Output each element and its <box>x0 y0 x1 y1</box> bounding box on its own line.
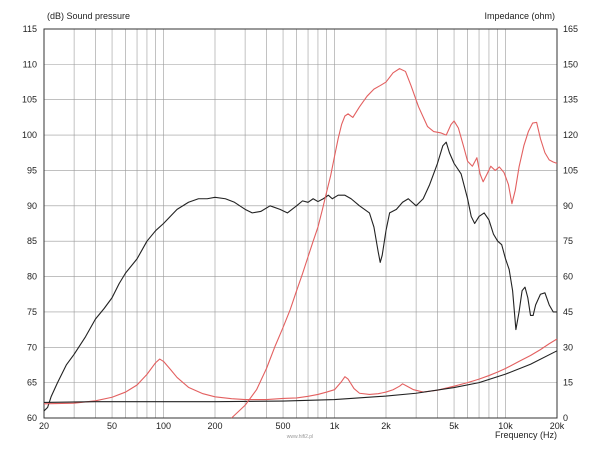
right-tick-label: 75 <box>563 236 573 246</box>
right-tick-label: 135 <box>563 95 578 105</box>
x-axis-title: Frequency (Hz) <box>495 430 557 440</box>
right-tick-label: 45 <box>563 307 573 317</box>
x-tick-label: 200 <box>207 421 222 431</box>
plot-frame <box>43 28 558 419</box>
grid-lines <box>44 29 557 418</box>
left-tick-label: 65 <box>27 378 37 388</box>
x-tick-label: 50 <box>107 421 117 431</box>
right-axis-ticks: 0 15 30 45 60 75 90 105 120 135 150 165 <box>563 24 578 423</box>
x-tick-label: 5k <box>449 421 459 431</box>
watermark: www.hifi2.pl <box>287 434 313 440</box>
left-tick-label: 75 <box>27 307 37 317</box>
series-line-1 <box>43 141 557 412</box>
right-tick-label: 0 <box>563 413 568 423</box>
right-tick-label: 15 <box>563 378 573 388</box>
series-line-4 <box>231 68 558 419</box>
right-tick-label: 120 <box>563 130 578 140</box>
left-tick-label: 80 <box>27 272 37 282</box>
left-axis-title: (dB) Sound pressure <box>47 11 130 21</box>
left-tick-label: 105 <box>22 95 37 105</box>
x-axis-ticks: 20 50 100 200 500 1k 2k 5k 10k 20k <box>39 421 565 431</box>
left-tick-label: 110 <box>23 59 37 69</box>
x-tick-label: 10k <box>498 421 513 431</box>
left-tick-label: 90 <box>27 201 37 211</box>
right-tick-label: 90 <box>563 201 573 211</box>
right-tick-label: 150 <box>563 59 578 69</box>
left-axis-ticks: 60 65 70 75 80 85 90 95 100 105 110 115 <box>22 24 37 423</box>
series-group <box>43 68 558 419</box>
right-tick-label: 30 <box>563 342 573 352</box>
x-tick-label: 20 <box>39 421 49 431</box>
x-tick-label: 20k <box>550 421 565 431</box>
right-tick-label: 60 <box>563 272 573 282</box>
left-tick-label: 70 <box>27 342 37 352</box>
right-axis-title: Impedance (ohm) <box>484 11 555 21</box>
right-tick-label: 105 <box>563 165 578 175</box>
right-tick-label: 165 <box>563 24 578 34</box>
x-tick-label: 2k <box>381 421 391 431</box>
left-tick-label: 95 <box>27 165 37 175</box>
left-tick-label: 85 <box>27 236 37 246</box>
series-line-3 <box>43 350 558 403</box>
x-tick-label: 500 <box>276 421 291 431</box>
left-tick-label: 115 <box>23 24 37 34</box>
x-tick-label: 1k <box>330 421 340 431</box>
x-tick-label: 100 <box>156 421 171 431</box>
left-tick-label: 100 <box>22 130 37 140</box>
left-tick-label: 60 <box>27 413 37 423</box>
series-line-2 <box>43 338 558 405</box>
